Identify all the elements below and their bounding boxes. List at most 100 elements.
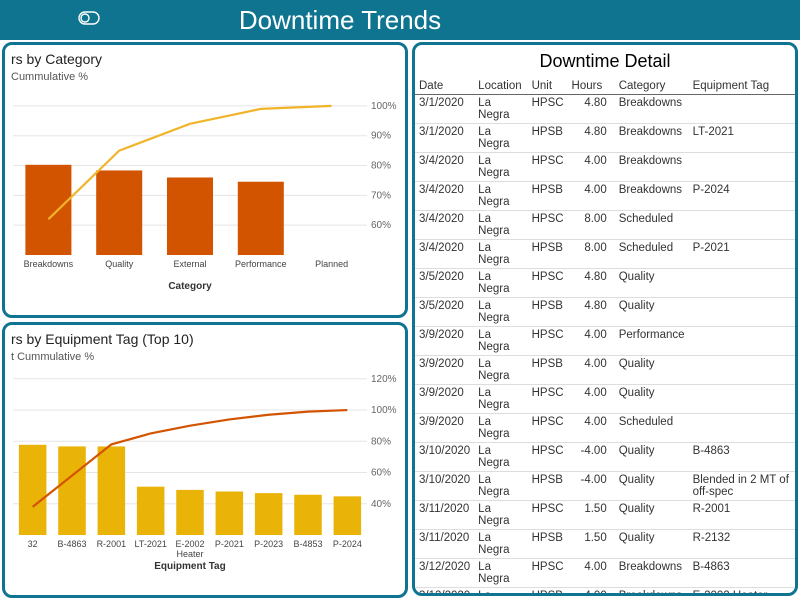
table-cell: 3/4/2020: [415, 153, 474, 182]
table-cell: [689, 95, 795, 124]
table-cell: Quality: [615, 356, 689, 385]
table-cell: Scheduled: [615, 240, 689, 269]
svg-text:120%: 120%: [371, 374, 397, 385]
table-row[interactable]: 3/4/2020La NegraHPSB4.00BreakdownsP-2024: [415, 182, 795, 211]
table-cell: La Negra: [474, 240, 527, 269]
svg-text:R-2001: R-2001: [97, 539, 127, 549]
table-cell: La Negra: [474, 124, 527, 153]
table-cell: Quality: [615, 298, 689, 327]
chart1-title: rs by Category: [9, 51, 401, 67]
table-cell: Quality: [615, 472, 689, 501]
table-cell: La Negra: [474, 588, 527, 597]
table-cell: HPSB: [528, 356, 568, 385]
svg-text:B-4853: B-4853: [293, 539, 322, 549]
page-title: Downtime Trends: [0, 5, 740, 36]
table-cell: 8.00: [568, 211, 615, 240]
svg-text:B-4863: B-4863: [57, 539, 86, 549]
table-cell: [689, 327, 795, 356]
table-cell: E-2002 Heater: [689, 588, 795, 597]
table-row[interactable]: 3/11/2020La NegraHPSB1.50QualityR-2132: [415, 530, 795, 559]
table-row[interactable]: 3/5/2020La NegraHPSC4.80Quality: [415, 269, 795, 298]
table-cell: Quality: [615, 385, 689, 414]
table-row[interactable]: 3/12/2020La NegraHPSC4.00BreakdownsB-486…: [415, 559, 795, 588]
chart2-area: 40%60%80%100%120%32B-4863R-2001LT-2021E-…: [9, 365, 401, 545]
table-cell: 3/12/2020: [415, 559, 474, 588]
table-cell: [689, 269, 795, 298]
table-cell: La Negra: [474, 472, 527, 501]
table-cell: 3/9/2020: [415, 414, 474, 443]
table-cell: Breakdowns: [615, 124, 689, 153]
table-cell: Performance: [615, 327, 689, 356]
detail-table: DateLocationUnitHoursCategoryEquipment T…: [415, 78, 795, 596]
table-cell: HPSC: [528, 95, 568, 124]
table-cell: HPSC: [528, 211, 568, 240]
table-row[interactable]: 3/11/2020La NegraHPSC1.50QualityR-2001: [415, 501, 795, 530]
table-row[interactable]: 3/1/2020La NegraHPSB4.80BreakdownsLT-202…: [415, 124, 795, 153]
svg-text:External: External: [173, 259, 206, 269]
table-cell: HPSB: [528, 530, 568, 559]
link-icon: [78, 11, 100, 30]
table-cell: HPSC: [528, 327, 568, 356]
table-cell: [689, 153, 795, 182]
table-cell: Quality: [615, 443, 689, 472]
table-cell: Scheduled: [615, 211, 689, 240]
table-cell: 3/11/2020: [415, 530, 474, 559]
detail-panel: Downtime Detail DateLocationUnitHoursCat…: [412, 42, 798, 596]
svg-text:Category: Category: [168, 281, 212, 292]
table-cell: HPSB: [528, 472, 568, 501]
table-row[interactable]: 3/4/2020La NegraHPSC4.00Breakdowns: [415, 153, 795, 182]
svg-text:LT-2021: LT-2021: [134, 539, 166, 549]
table-cell: La Negra: [474, 182, 527, 211]
table-row[interactable]: 3/9/2020La NegraHPSC4.00Scheduled: [415, 414, 795, 443]
table-cell: LT-2021: [689, 124, 795, 153]
table-cell: 4.00: [568, 414, 615, 443]
table-row[interactable]: 3/10/2020La NegraHPSB-4.00QualityBlended…: [415, 472, 795, 501]
svg-text:60%: 60%: [371, 220, 391, 231]
main-layout: rs by Category Cummulative % 60%70%80%90…: [0, 40, 800, 600]
table-cell: 3/10/2020: [415, 443, 474, 472]
table-row[interactable]: 3/12/2020La NegraHPSB4.00BreakdownsE-200…: [415, 588, 795, 597]
table-row[interactable]: 3/5/2020La NegraHPSB4.80Quality: [415, 298, 795, 327]
table-cell: R-2001: [689, 501, 795, 530]
table-cell: B-4863: [689, 443, 795, 472]
table-row[interactable]: 3/4/2020La NegraHPSC8.00Scheduled: [415, 211, 795, 240]
table-cell: 3/1/2020: [415, 95, 474, 124]
svg-text:Performance: Performance: [235, 259, 287, 269]
table-cell: Blended in 2 MT of off-spec: [689, 472, 795, 501]
table-row[interactable]: 3/9/2020La NegraHPSC4.00Performance: [415, 327, 795, 356]
header-bar: Downtime Trends: [0, 0, 800, 40]
svg-text:70%: 70%: [371, 190, 391, 201]
table-row[interactable]: 3/9/2020La NegraHPSC4.00Quality: [415, 385, 795, 414]
table-row[interactable]: 3/10/2020La NegraHPSC-4.00QualityB-4863: [415, 443, 795, 472]
table-cell: 3/9/2020: [415, 327, 474, 356]
table-cell: 4.00: [568, 588, 615, 597]
detail-title: Downtime Detail: [415, 49, 795, 78]
table-cell: Breakdowns: [615, 95, 689, 124]
svg-text:32: 32: [28, 539, 38, 549]
table-cell: 3/4/2020: [415, 211, 474, 240]
table-cell: La Negra: [474, 530, 527, 559]
svg-text:40%: 40%: [371, 499, 391, 510]
chart1-area: 60%70%80%90%100%BreakdownsQualityExterna…: [9, 85, 401, 265]
table-cell: 4.00: [568, 385, 615, 414]
svg-text:Quality: Quality: [105, 259, 134, 269]
table-cell: 4.00: [568, 182, 615, 211]
chart-category-panel: rs by Category Cummulative % 60%70%80%90…: [2, 42, 408, 318]
left-column: rs by Category Cummulative % 60%70%80%90…: [0, 40, 410, 600]
table-row[interactable]: 3/4/2020La NegraHPSB8.00ScheduledP-2021: [415, 240, 795, 269]
table-cell: HPSB: [528, 240, 568, 269]
table-cell: 4.00: [568, 356, 615, 385]
table-cell: Quality: [615, 530, 689, 559]
svg-text:P-2021: P-2021: [215, 539, 244, 549]
table-cell: Quality: [615, 501, 689, 530]
table-cell: HPSC: [528, 269, 568, 298]
table-cell: 4.00: [568, 327, 615, 356]
table-cell: 3/5/2020: [415, 298, 474, 327]
table-cell: -4.00: [568, 443, 615, 472]
table-cell: B-4863: [689, 559, 795, 588]
table-cell: 3/9/2020: [415, 356, 474, 385]
table-row[interactable]: 3/1/2020La NegraHPSC4.80Breakdowns: [415, 95, 795, 124]
table-cell: La Negra: [474, 153, 527, 182]
table-row[interactable]: 3/9/2020La NegraHPSB4.00Quality: [415, 356, 795, 385]
svg-text:80%: 80%: [371, 161, 391, 172]
